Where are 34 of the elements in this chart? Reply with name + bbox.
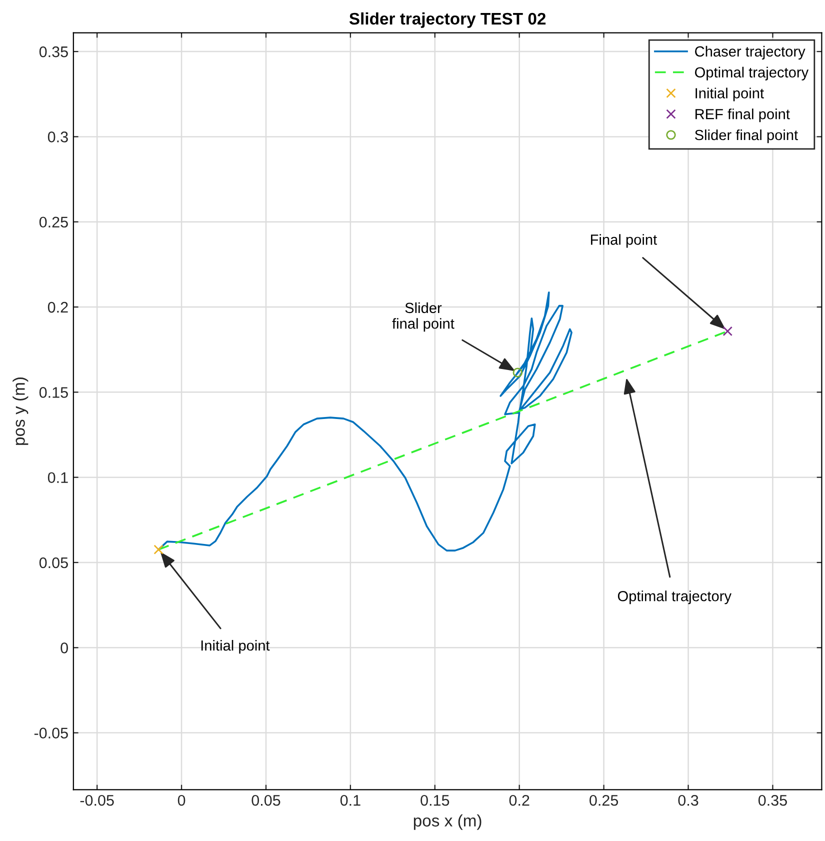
x-tick-label: 0.2	[509, 794, 530, 806]
point	[154, 544, 164, 554]
y-tick-label: 0.35	[39, 46, 68, 58]
y-tick-label: 0.3	[48, 132, 68, 142]
x-tick-label: 0.25	[590, 794, 618, 806]
annotation: Final point	[591, 234, 657, 248]
legend-label: Optimal trajectory	[695, 66, 809, 80]
x-tick-label: 0.15	[420, 794, 450, 806]
legend-label: Initial point	[696, 88, 764, 102]
x-tick-label: 0.05	[252, 794, 280, 806]
x-tick-label: -0.05	[80, 794, 114, 806]
legend-label: REF final point	[696, 108, 790, 122]
annotation: Initial point	[201, 640, 270, 654]
y-tick-label: 0	[60, 642, 68, 654]
y-axis-title: pos y (m)	[12, 378, 28, 445]
x-tick-label: 0	[178, 794, 186, 806]
y-tick-label: 0.15	[39, 387, 68, 398]
x-tick-label: 0.1	[340, 794, 360, 806]
annotation: Slider final point	[392, 302, 454, 332]
y-tick-label: 0.25	[39, 216, 68, 228]
y-tick-label: 0.1	[48, 472, 68, 484]
y-tick-label: 0.05	[39, 557, 68, 568]
y-tick-label: 0.2	[48, 302, 68, 313]
x-axis-title: pos x (m)	[414, 814, 482, 830]
line-series	[158, 291, 572, 552]
chart-title: Slider trajectory TEST 02	[349, 12, 546, 28]
y-tick-label: -0.05	[34, 728, 68, 738]
legend-label: Chaser trajectory	[695, 46, 806, 60]
point	[512, 368, 523, 378]
annotation: Optimal trajectory	[618, 590, 732, 604]
x-tick-label: 0.35	[758, 794, 787, 806]
point	[722, 326, 732, 336]
x-tick-label: 0.3	[678, 794, 698, 806]
legend-label: Slider final point	[694, 129, 798, 144]
